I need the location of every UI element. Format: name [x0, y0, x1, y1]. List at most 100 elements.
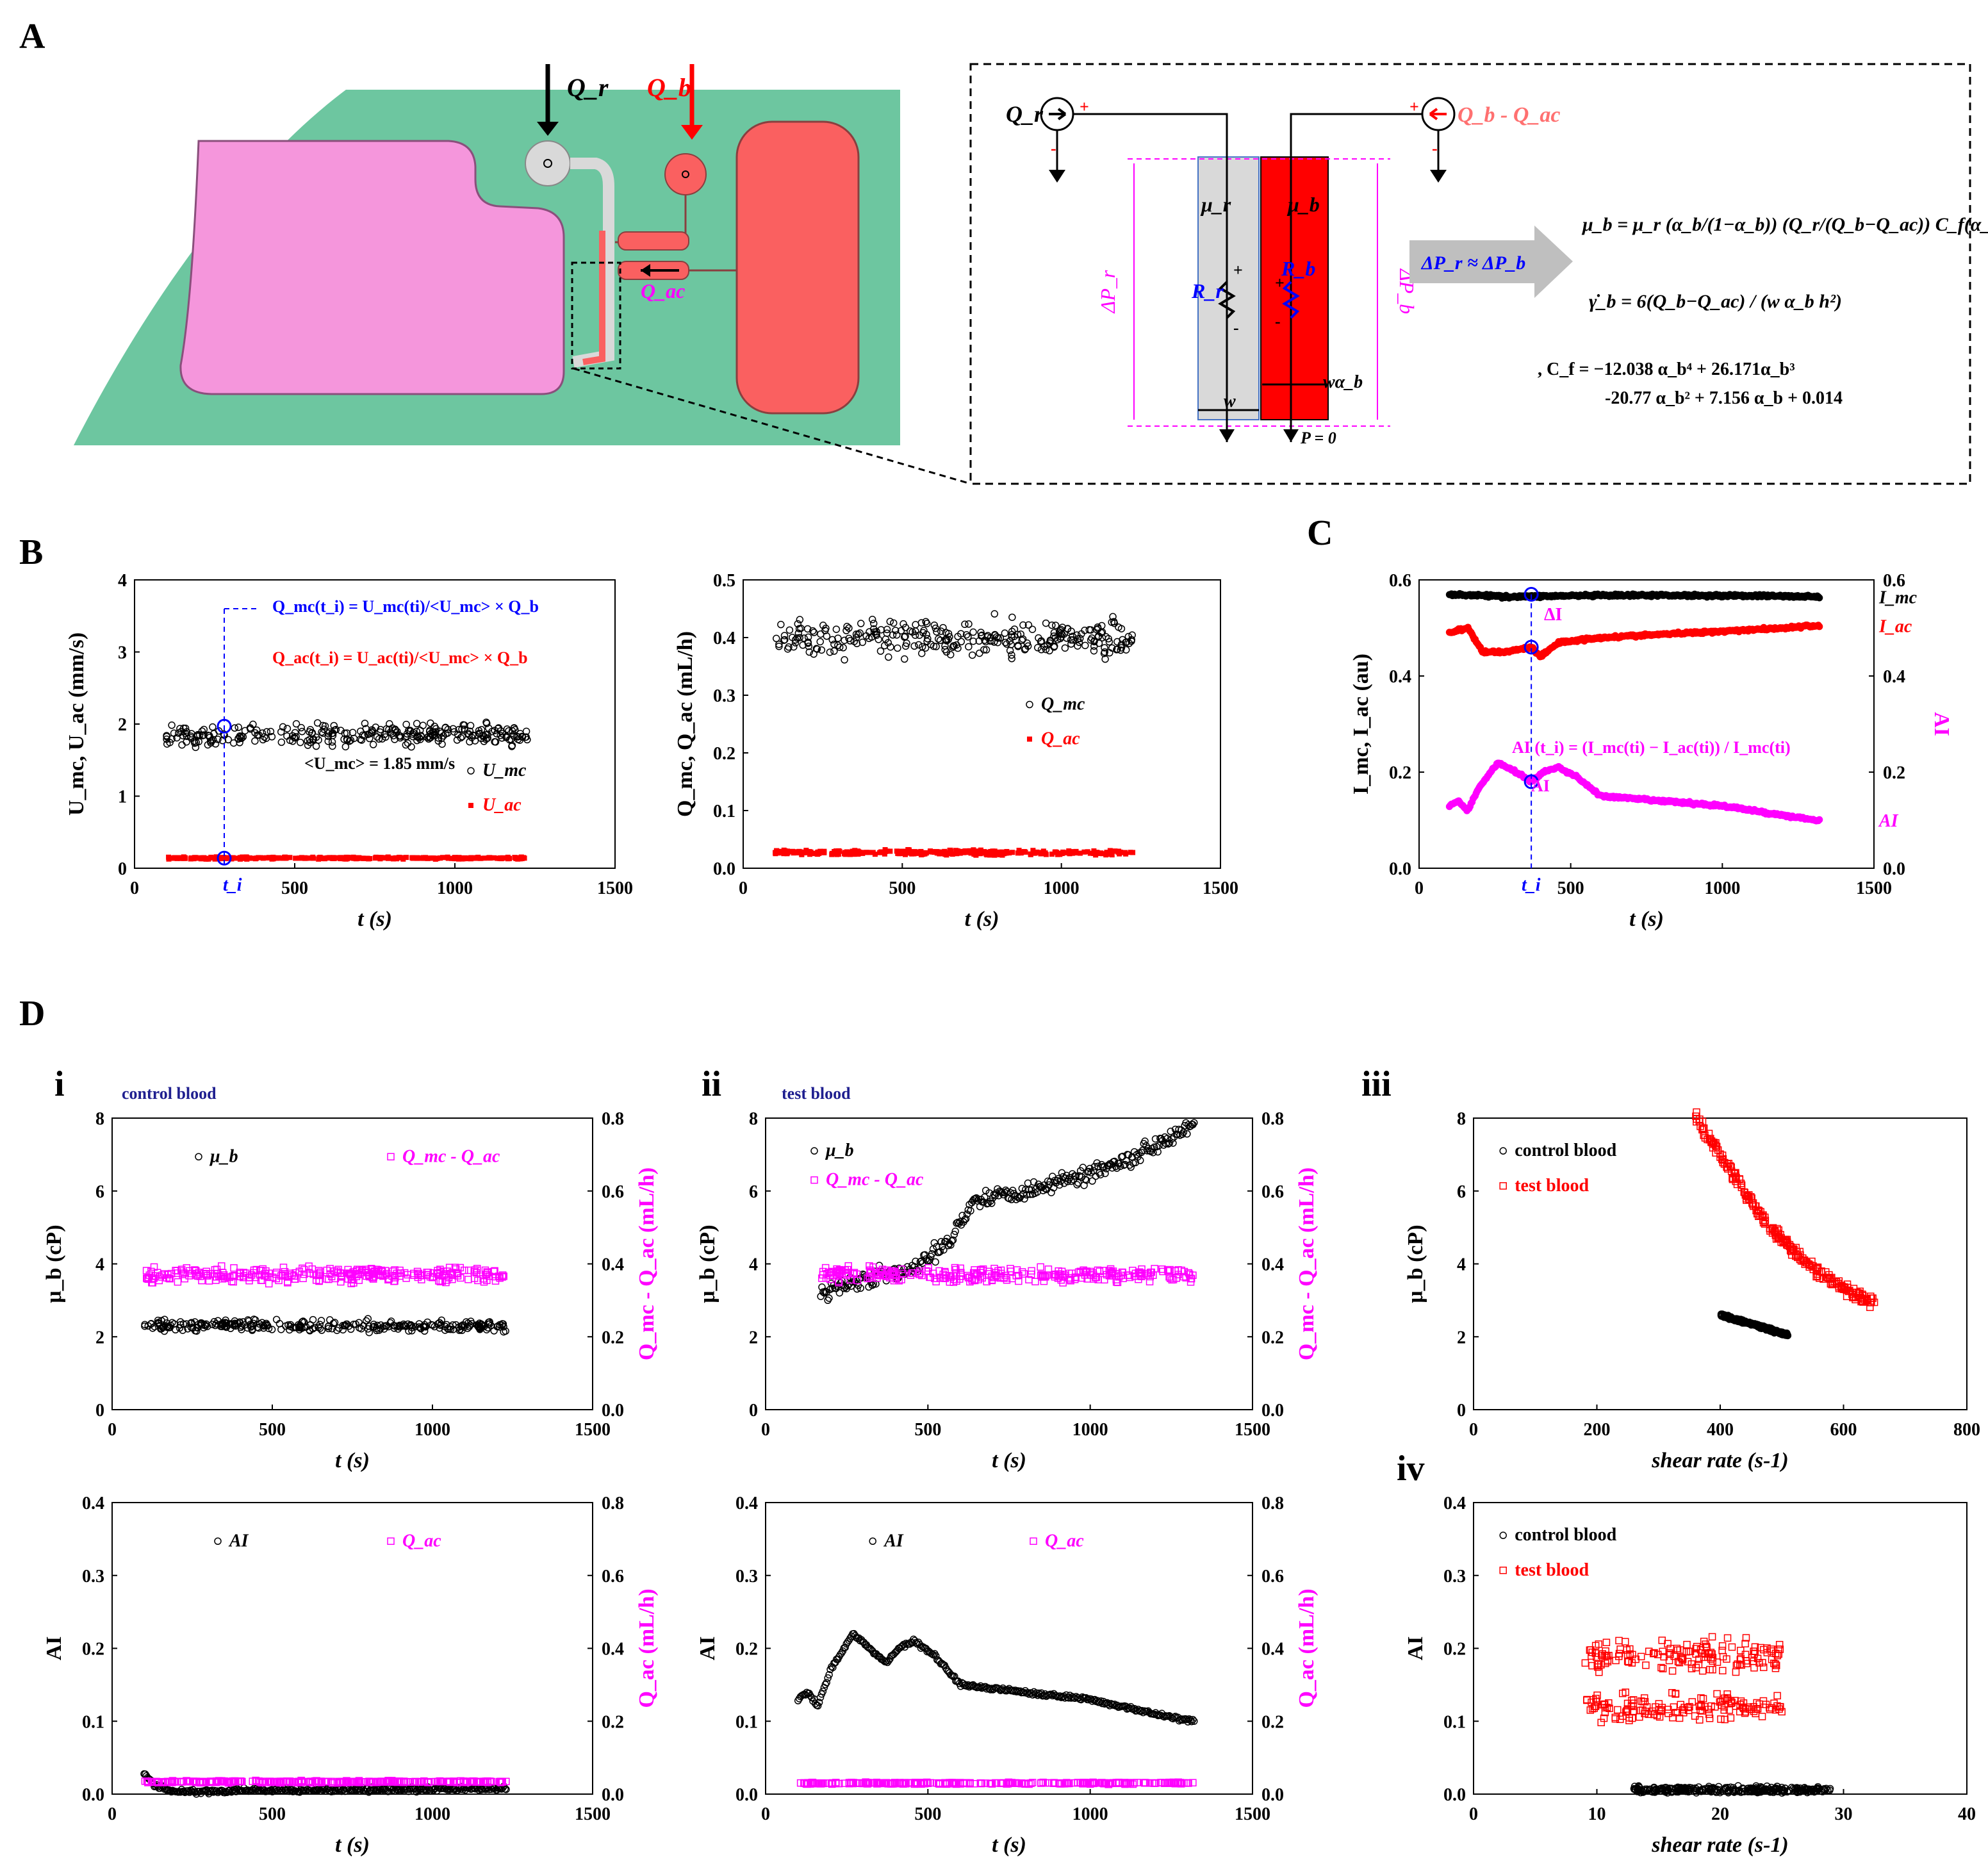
data-point [867, 633, 876, 641]
y-tick-label: 2 [1457, 1328, 1466, 1348]
data-point [434, 1267, 441, 1274]
data-point [331, 855, 337, 861]
data-point [486, 1272, 493, 1280]
data-point [1014, 631, 1022, 639]
y-tick-label: 0 [95, 1401, 104, 1421]
data-point [834, 1277, 842, 1285]
data-point [449, 855, 455, 861]
data-point [791, 850, 796, 856]
data-point [1800, 1256, 1809, 1264]
data-point [200, 1269, 208, 1278]
data-point [413, 736, 421, 745]
data-point [258, 729, 267, 737]
data-point [949, 642, 957, 650]
data-point [866, 1266, 874, 1274]
data-point [349, 729, 357, 737]
data-point [1096, 1267, 1104, 1275]
data-point [168, 721, 176, 729]
data-point [932, 643, 940, 650]
data-point [279, 723, 287, 731]
data-point [819, 1271, 827, 1279]
panel-label-c: C [1307, 513, 1333, 553]
data-point [151, 1272, 160, 1280]
data-point [265, 1280, 273, 1288]
data-point [1055, 1181, 1064, 1189]
data-point [1165, 1139, 1174, 1147]
data-point [961, 850, 967, 855]
data-point [283, 725, 292, 732]
data-point [1150, 1143, 1158, 1151]
data-point [483, 1268, 491, 1276]
data-point [200, 725, 208, 734]
data-point [847, 852, 853, 857]
data-point [1051, 634, 1059, 642]
data-point [144, 1322, 152, 1330]
data-point [251, 737, 259, 745]
data-point [464, 1276, 472, 1283]
data-point [423, 855, 429, 861]
data-point [835, 643, 844, 651]
data-point [473, 1321, 481, 1329]
data-point [141, 1321, 149, 1328]
data-point [1074, 642, 1081, 650]
y-tick-label: 0.4 [82, 1494, 104, 1513]
data-point [777, 850, 783, 855]
channel-reference [570, 158, 614, 368]
data-point [188, 1269, 196, 1278]
data-point [482, 855, 488, 861]
data-point [354, 855, 360, 861]
y2-tick-label: 0.8 [602, 1109, 624, 1129]
data-point [434, 734, 443, 742]
data-point [491, 855, 497, 861]
data-point [817, 848, 823, 854]
y2-tick-label: 0.0 [602, 1785, 624, 1805]
data-point [161, 1315, 168, 1323]
data-point [258, 1267, 265, 1274]
data-point [853, 1285, 861, 1293]
data-point [306, 728, 313, 736]
data-point [440, 855, 446, 861]
x-tick-label: 0 [739, 878, 748, 898]
data-point [968, 651, 976, 659]
data-point [1081, 641, 1089, 650]
data-point [1087, 1271, 1094, 1279]
x-tick-label: 1500 [1856, 878, 1892, 898]
data-point [793, 634, 801, 642]
data-point [906, 847, 912, 853]
data-point [1069, 850, 1075, 856]
data-point [1784, 1241, 1792, 1249]
micro-channel-upper [618, 231, 689, 251]
x-tick-label: 500 [1557, 878, 1584, 898]
data-point [468, 734, 475, 741]
data-point [1163, 1135, 1171, 1142]
data-point [423, 1271, 431, 1279]
x-tick-label: 600 [1830, 1420, 1857, 1440]
data-point [1037, 1263, 1044, 1271]
data-point [1796, 1251, 1804, 1259]
data-point [978, 847, 983, 853]
data-point [1110, 620, 1119, 627]
data-point [176, 855, 182, 861]
legend-label: Q_mc - Q_ac [826, 1170, 924, 1190]
data-point [209, 723, 217, 731]
data-point [900, 620, 907, 628]
data-point [233, 855, 239, 861]
data-point [418, 1276, 425, 1283]
data-point [457, 1322, 465, 1330]
equation-cf-2: -20.77 α_b² + 7.156 α_b + 0.014 [1605, 388, 1843, 408]
x-axis-label: t (s) [335, 1833, 370, 1857]
data-point [1141, 1137, 1149, 1145]
data-point [1094, 623, 1102, 631]
data-point [362, 725, 370, 733]
data-point [229, 1272, 236, 1280]
data-point [154, 1319, 162, 1326]
data-point [876, 647, 885, 655]
data-point [198, 856, 204, 862]
data-point [471, 732, 479, 739]
data-point [1116, 848, 1122, 854]
data-point [1101, 644, 1108, 652]
data-point [796, 616, 804, 623]
data-point [377, 1324, 384, 1333]
data-point [884, 639, 892, 647]
